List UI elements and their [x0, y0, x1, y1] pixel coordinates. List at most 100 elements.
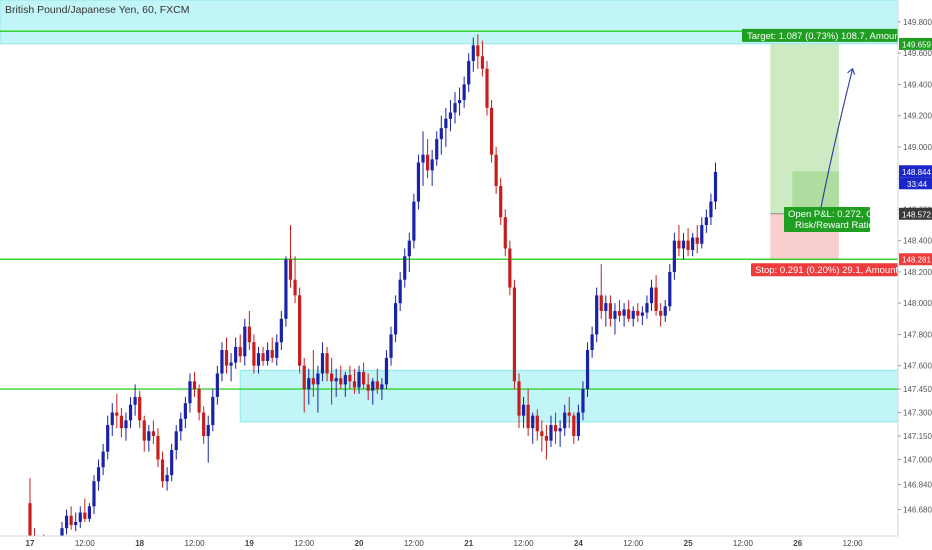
- candle-body-125: [599, 295, 603, 311]
- candle-body-116: [558, 428, 562, 432]
- xtick-label-3: 12:00: [185, 539, 206, 548]
- candle-body-52: [266, 350, 270, 361]
- current-price-tag-extra-bg: [899, 177, 932, 190]
- xtick-label-4: 19: [245, 539, 254, 548]
- candle-body-61: [307, 378, 311, 390]
- xtick-label-15: 12:00: [843, 539, 864, 548]
- xtick-label-9: 12:00: [514, 539, 535, 548]
- stop-label: Stop: 0.291 (0.20%) 29.1, Amount: 2...: [755, 265, 917, 276]
- target-label: Target: 1.087 (0.73%) 108.7, Amount: 3..…: [747, 31, 921, 42]
- candle-body-71: [352, 381, 357, 388]
- candle-body-115: [553, 425, 558, 432]
- candle-body-103: [499, 185, 503, 218]
- candle-body-119: [572, 415, 576, 436]
- candle-body-102: [494, 154, 498, 186]
- candle-body-26: [147, 431, 151, 441]
- ytick-label-12: 147.450: [903, 385, 932, 394]
- target-price-tag-bg: [899, 37, 932, 50]
- candle-body-46: [238, 346, 242, 357]
- candle-body-110: [531, 415, 535, 429]
- candle-body-39: [206, 425, 210, 436]
- xtick-label-6: 20: [355, 539, 364, 548]
- candle-body-92: [448, 112, 453, 119]
- candle-body-56: [284, 259, 288, 319]
- candle-body-104: [503, 217, 507, 249]
- projection-arrow: [820, 67, 856, 210]
- candle-body-59: [298, 295, 302, 366]
- candle-body-54: [275, 342, 279, 358]
- candle-body-73: [362, 371, 366, 385]
- candle-body-147: [700, 225, 704, 244]
- candle-body-137: [654, 287, 658, 311]
- xtick-label-11: 12:00: [623, 539, 644, 548]
- time-axis: 17 12:00 18 12:00 19 12:00 20 12:00 21 12:00 24 12:…: [26, 539, 864, 548]
- annotation-labels: Target: 1.087 (0.73%) 108.7, Amount: 3..…: [742, 28, 921, 277]
- ytick-label-7: 148.400: [903, 237, 932, 246]
- candle-body-89: [435, 139, 439, 160]
- position-tool[interactable]: [770, 43, 839, 260]
- candle-body-14: [92, 481, 96, 507]
- candle-body-117: [563, 412, 567, 429]
- time-axis-bg[interactable]: [0, 536, 932, 550]
- candle-body-17: [106, 425, 110, 452]
- candle-body-57: [288, 259, 293, 280]
- candle-body-29: [160, 459, 165, 482]
- candle-body-70: [348, 375, 352, 382]
- candle-body-76: [375, 381, 379, 390]
- candle-body-100: [485, 68, 489, 108]
- candle-body-131: [627, 309, 631, 319]
- candle-body-11: [78, 512, 82, 522]
- candle-body-129: [617, 310, 622, 316]
- target-label-bg: [742, 28, 898, 42]
- chart-title: British Pound/Japanese Yen, 60, FXCM: [5, 4, 189, 16]
- candle-body-130: [622, 309, 626, 316]
- candle-body-58: [293, 279, 297, 296]
- candle-body-143: [681, 240, 686, 249]
- xtick-label-8: 21: [464, 539, 473, 548]
- candle-body-50: [256, 353, 261, 366]
- current-price-tag-extra: 33:44: [907, 180, 928, 189]
- stop-price-tag: 148.281: [902, 256, 931, 265]
- candle-body-48: [247, 326, 251, 343]
- candle-body-55: [279, 318, 283, 343]
- candle-body-99: [480, 56, 485, 69]
- candle-body-60: [302, 365, 306, 390]
- candle-body-150: [713, 171, 718, 202]
- candle-body-63: [316, 373, 320, 385]
- candle-body-113: [544, 435, 549, 441]
- candle-body-0: [28, 503, 32, 538]
- candle-body-124: [595, 295, 599, 335]
- candle-body-31: [170, 450, 174, 476]
- candle-body-139: [663, 306, 667, 316]
- candle-body-106: [512, 287, 517, 382]
- arrow-head: [847, 67, 856, 75]
- current-price-tag-bg: [899, 165, 932, 178]
- pnl-label-bg: [784, 207, 870, 232]
- candle-body-67: [334, 378, 338, 382]
- xtick-label-5: 12:00: [294, 539, 315, 548]
- stop-label-bg: [751, 263, 898, 277]
- price-axis-bg[interactable]: [898, 0, 932, 550]
- candle-body-135: [645, 303, 649, 313]
- candle-body-127: [608, 303, 612, 319]
- candles-layer: [28, 34, 718, 550]
- candle-body-101: [489, 107, 494, 155]
- ytick-label-8: 148.200: [903, 268, 932, 277]
- candle-body-82: [403, 256, 407, 280]
- candle-body-146: [695, 237, 699, 244]
- candle-body-128: [613, 310, 617, 319]
- candle-body-79: [389, 334, 393, 358]
- candle-body-87: [425, 154, 430, 171]
- candle-body-90: [439, 128, 443, 140]
- ytick-label-16: 146.840: [903, 480, 932, 489]
- ytick-label-9: 148.000: [903, 299, 932, 308]
- candle-body-15: [96, 467, 101, 482]
- candle-body-53: [270, 350, 274, 358]
- candle-body-62: [311, 378, 315, 385]
- candle-body-112: [540, 431, 544, 436]
- candle-body-28: [156, 435, 160, 460]
- ytick-label-11: 147.600: [903, 362, 932, 371]
- candle-body-91: [444, 118, 448, 129]
- candle-body-8: [64, 515, 69, 529]
